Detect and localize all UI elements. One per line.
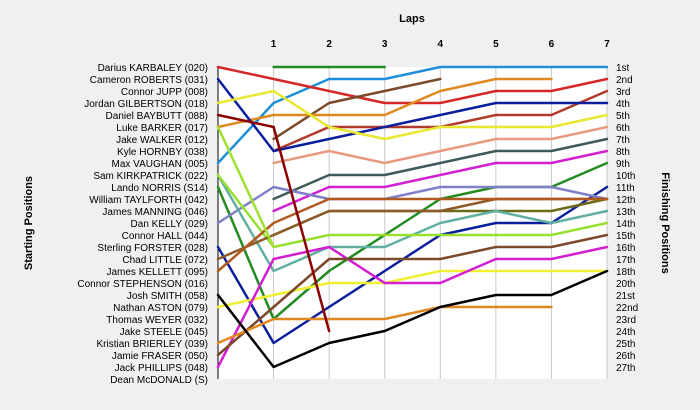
finish-position-label: 14th <box>616 219 635 230</box>
series-line-22 <box>216 233 609 357</box>
start-position-label: Luke BARKER (017) <box>116 123 208 134</box>
finish-position-label: 24th <box>616 327 635 338</box>
start-position-label: Lando NORRIS (S14) <box>111 183 208 194</box>
start-position-label: Sam KIRKPATRICK (022) <box>93 171 208 182</box>
x-tick-label: 2 <box>326 39 332 50</box>
x-tick-label: 5 <box>493 39 499 50</box>
start-position-label: Jake WALKER (012) <box>116 135 208 146</box>
start-position-label: Dean McDONALD (S) <box>110 375 208 386</box>
x-tick-label: 1 <box>271 39 277 50</box>
finish-position-label: 10th <box>616 171 635 182</box>
start-labels: Darius KARBALEY (020)Cameron ROBERTS (03… <box>77 63 208 386</box>
series-line-24 <box>216 269 609 369</box>
finish-position-label: 6th <box>616 123 630 134</box>
start-position-label: Dan KELLY (029) <box>131 219 208 230</box>
finish-position-label: 16th <box>616 243 635 254</box>
start-position-label: Connor JUPP (008) <box>121 87 208 98</box>
series-line-20 <box>216 269 609 309</box>
finish-position-label: 11th <box>616 183 635 194</box>
finish-position-label: 7th <box>616 135 630 146</box>
y-axis-label-left: Starting Positions <box>23 176 35 270</box>
finish-position-label: 23rd <box>616 315 636 326</box>
series-line-19 <box>216 197 609 273</box>
finish-position-label: 22nd <box>616 303 638 314</box>
start-position-label: Max VAUGHAN (005) <box>111 159 208 170</box>
series-line-25 <box>216 113 331 333</box>
finish-position-label: 4th <box>616 99 630 110</box>
series-line-8 <box>216 89 609 141</box>
start-position-label: Connor STEPHENSON (016) <box>77 279 208 290</box>
series-line-17 <box>216 173 609 249</box>
series-layer <box>216 65 609 369</box>
x-tick-labels: 1 2 3 4 5 6 7 <box>271 39 610 50</box>
start-position-label: William TAYLFORTH (042) <box>89 195 208 206</box>
finish-labels: 1st2nd3rd4th5th6th7th8th9th10th11th12th1… <box>616 63 638 374</box>
series-line-26 <box>216 125 275 249</box>
finish-position-label: 25th <box>616 339 635 350</box>
chart-title: Laps <box>399 13 425 25</box>
finish-position-label: 12th <box>616 195 635 206</box>
start-position-label: Cameron ROBERTS (031) <box>90 75 208 86</box>
finish-position-label: 17th <box>616 255 635 266</box>
finish-position-label: 9th <box>616 159 630 170</box>
x-tick-label: 6 <box>549 39 555 50</box>
start-position-label: Darius KARBALEY (020) <box>98 63 208 74</box>
finish-position-label: 13th <box>616 207 635 218</box>
series-line-7 <box>216 77 609 153</box>
finish-position-label: 5th <box>616 111 630 122</box>
start-position-label: Jake STEELE (045) <box>120 327 208 338</box>
start-position-label: Nathan ASTON (079) <box>113 303 208 314</box>
finish-position-label: 21st <box>616 291 635 302</box>
series-line-11 <box>272 149 609 213</box>
series-line-14 <box>216 185 609 225</box>
series-line-23 <box>216 305 553 345</box>
start-position-label: Kristian BRIERLEY (039) <box>96 339 208 350</box>
start-position-label: James MANNING (046) <box>102 207 208 218</box>
finish-position-label: 1st <box>616 63 630 74</box>
series-line-1 <box>216 65 609 165</box>
finish-position-label: 2nd <box>616 75 633 86</box>
finish-position-label: 27th <box>616 363 635 374</box>
start-position-label: Josh SMITH (058) <box>127 291 208 302</box>
finish-position-label: 26th <box>616 351 635 362</box>
series-line-5 <box>216 77 553 129</box>
start-position-label: Jamie FRASER (050) <box>112 351 208 362</box>
start-position-label: Thomas WEYER (032) <box>106 315 208 326</box>
x-tick-label: 3 <box>382 39 388 50</box>
finish-position-label: 3rd <box>616 87 630 98</box>
series-line-4 <box>272 77 442 141</box>
finish-position-label: 15th <box>616 231 635 242</box>
start-position-label: Daniel BAYBUTT (088) <box>106 111 208 122</box>
start-position-label: Sterling FORSTER (028) <box>97 243 208 254</box>
series-line-13 <box>216 185 609 345</box>
x-tick-label: 7 <box>604 39 610 50</box>
start-position-label: Connor HALL (044) <box>122 231 208 242</box>
start-position-label: Chad LITTLE (072) <box>122 255 208 266</box>
finish-position-label: 8th <box>616 147 630 158</box>
start-position-label: Kyle HORNBY (038) <box>117 147 208 158</box>
series-line-9 <box>272 125 609 165</box>
x-tick-label: 4 <box>438 39 444 50</box>
finish-position-label: 18th <box>616 267 635 278</box>
series-line-21 <box>216 245 609 369</box>
start-position-label: Jordan GILBERTSON (018) <box>84 99 208 110</box>
series-line-10 <box>272 137 609 201</box>
y-axis-label-right: Finishing Positions <box>659 172 671 273</box>
finish-position-label: 20th <box>616 279 635 290</box>
start-position-label: Jack PHILLIPS (048) <box>115 363 208 374</box>
start-position-label: James KELLETT (095) <box>106 267 208 278</box>
